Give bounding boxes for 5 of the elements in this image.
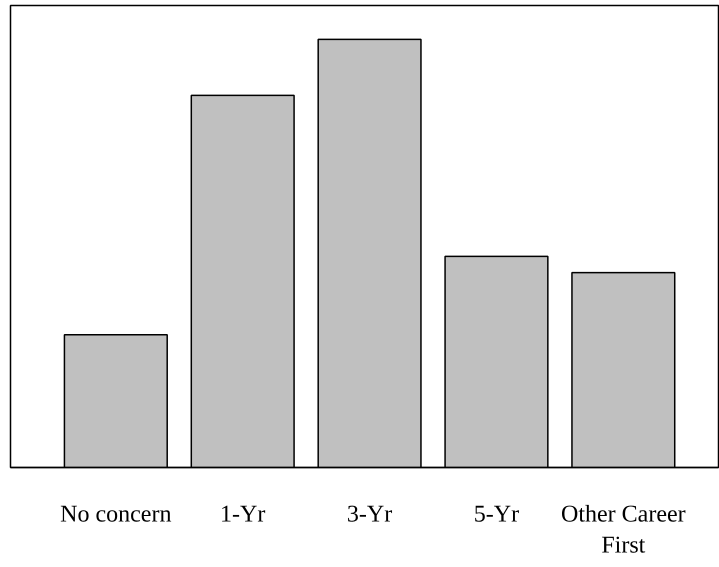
x-tick-label: Other Career First (561, 502, 686, 559)
x-tick-label: No concern (60, 502, 172, 528)
x-tick-label: 3-Yr (346, 502, 392, 528)
x-tick-label: 1-Yr (220, 502, 266, 528)
x-tick-label: 5-Yr (474, 502, 520, 528)
